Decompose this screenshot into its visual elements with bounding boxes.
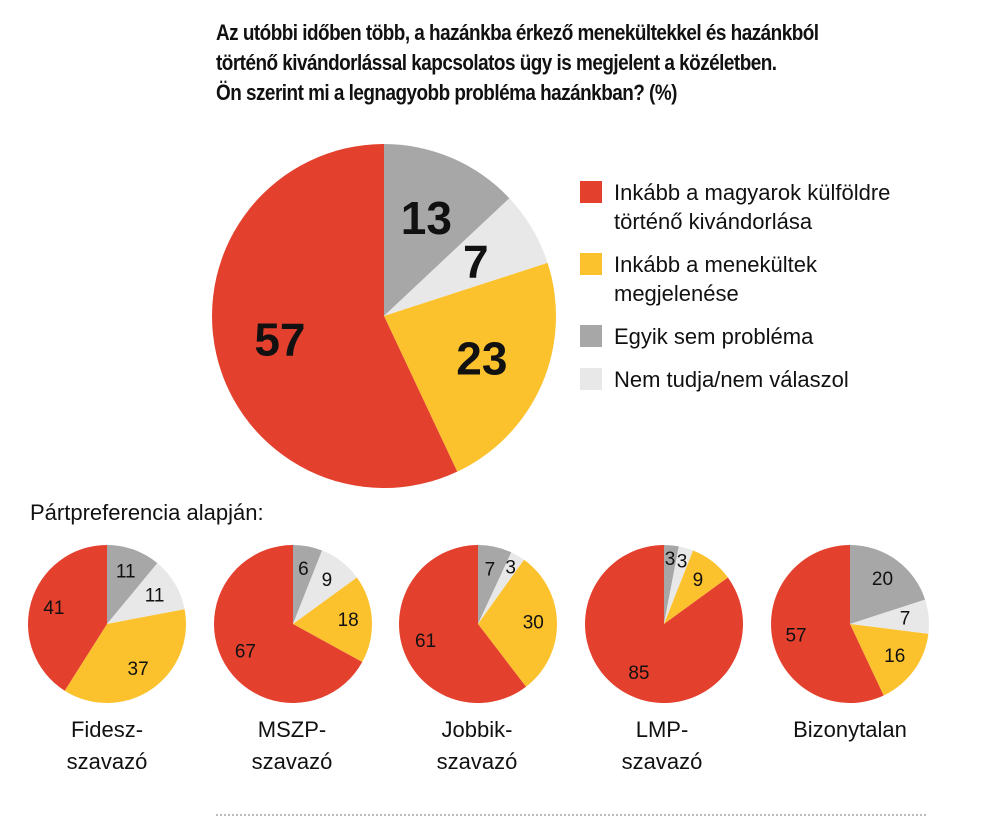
pie-main-label-dont-know: 7 bbox=[463, 236, 489, 288]
chart-title: Az utóbbi időben több, a hazánkba érkező… bbox=[216, 20, 819, 105]
pie-bizonytalan-slice-emigration bbox=[771, 545, 884, 704]
legend-label: Egyik sem probléma bbox=[614, 324, 814, 349]
pie-mszp-label-neither: 6 bbox=[298, 559, 309, 580]
pie-fidesz-label-neither: 11 bbox=[116, 561, 136, 582]
pie-main-slice-dont-know bbox=[384, 198, 548, 316]
pie-lmp-label-dont-know: 3 bbox=[677, 551, 688, 572]
pie-jobbik-label-dont-know: 3 bbox=[505, 558, 516, 579]
pie-jobbik-slice-dont-know bbox=[478, 552, 525, 624]
pie-bizonytalan-label-dont-know: 7 bbox=[900, 608, 911, 629]
pie-jobbik-slice-neither bbox=[478, 545, 512, 624]
pie-main-label-refugees: 23 bbox=[456, 332, 507, 384]
pie-fidesz-label-emigration: 41 bbox=[43, 598, 64, 619]
legend-item-refugees: Inkább a menekültek megjelenése bbox=[580, 250, 980, 308]
legend: Inkább a magyarok külföldre történő kivá… bbox=[580, 178, 980, 408]
pie-lmp-slice-neither bbox=[664, 545, 679, 624]
pie-mszp-label-refugees: 18 bbox=[338, 610, 359, 631]
pie-main-slice-emigration bbox=[211, 143, 458, 488]
legend-swatch bbox=[580, 325, 602, 347]
legend-label: Nem tudja/nem válaszol bbox=[614, 367, 849, 392]
pie-bizonytalan-label-refugees: 16 bbox=[884, 646, 905, 667]
pie-fidesz-label-dont-know: 11 bbox=[145, 585, 165, 606]
legend-swatch bbox=[580, 368, 602, 390]
pie-jobbik-label-neither: 7 bbox=[485, 560, 496, 581]
pie-jobbik-label-emigration: 61 bbox=[415, 631, 436, 652]
pie-main-slice-neither bbox=[384, 144, 510, 316]
pie-lmp-slice-emigration bbox=[585, 545, 744, 704]
pie-mszp-label-emigration: 67 bbox=[235, 642, 256, 663]
pie-main-label-emigration: 57 bbox=[254, 313, 305, 365]
pie-lmp-label-refugees: 9 bbox=[693, 570, 704, 591]
pie-main-slice-refugees bbox=[384, 262, 556, 472]
divider bbox=[216, 814, 926, 816]
pie-lmp-slice-refugees bbox=[664, 550, 728, 624]
pie-mszp-slice-emigration bbox=[214, 545, 363, 704]
legend-item-dont-know: Nem tudja/nem válaszol bbox=[580, 365, 980, 394]
pie-label-jobbik: Jobbik- szavazó bbox=[436, 717, 518, 774]
pie-bizonytalan-slice-refugees bbox=[850, 624, 929, 696]
pie-fidesz-label-refugees: 37 bbox=[128, 659, 149, 680]
pie-fidesz-slice-emigration bbox=[28, 545, 107, 691]
legend-label: Inkább a menekültek megjelenése bbox=[614, 252, 818, 306]
pie-mszp-slice-neither bbox=[293, 545, 323, 624]
pie-bizonytalan-slice-dont-know bbox=[850, 599, 930, 634]
pie-label-lmp: LMP- szavazó bbox=[621, 717, 703, 774]
pie-label-fidesz: Fidesz- szavazó bbox=[66, 717, 148, 774]
pie-mszp-slice-dont-know bbox=[293, 550, 357, 624]
pie-jobbik-slice-emigration bbox=[399, 545, 527, 704]
pie-bizonytalan-slice-neither bbox=[850, 545, 926, 624]
pie-mszp-slice-refugees bbox=[293, 577, 373, 663]
pie-main-label-neither: 13 bbox=[401, 192, 452, 244]
party-preference-heading: Pártpreferencia alapján: bbox=[30, 500, 264, 525]
pie-bizonytalan-label-neither: 20 bbox=[872, 569, 893, 590]
legend-item-emigration: Inkább a magyarok külföldre történő kivá… bbox=[580, 178, 980, 236]
pie-fidesz-slice-neither bbox=[107, 545, 158, 624]
pie-fidesz-slice-refugees bbox=[64, 609, 186, 703]
legend-swatch bbox=[580, 181, 602, 203]
legend-item-neither: Egyik sem probléma bbox=[580, 322, 980, 351]
pie-jobbik-label-refugees: 30 bbox=[523, 613, 544, 634]
pie-lmp-label-emigration: 85 bbox=[628, 663, 649, 684]
pie-lmp-slice-dont-know bbox=[664, 546, 694, 624]
pie-bizonytalan-label-emigration: 57 bbox=[785, 626, 806, 647]
pie-label-mszp: MSZP- szavazó bbox=[251, 717, 333, 774]
legend-swatch bbox=[580, 253, 602, 275]
pie-jobbik-slice-refugees bbox=[478, 559, 558, 687]
pie-lmp-label-neither: 3 bbox=[665, 549, 676, 570]
legend-label: Inkább a magyarok külföldre történő kivá… bbox=[614, 180, 891, 234]
pie-label-bizonytalan: Bizonytalan bbox=[793, 717, 907, 742]
pie-mszp-label-dont-know: 9 bbox=[322, 570, 333, 591]
pie-fidesz-slice-dont-know bbox=[107, 563, 185, 624]
